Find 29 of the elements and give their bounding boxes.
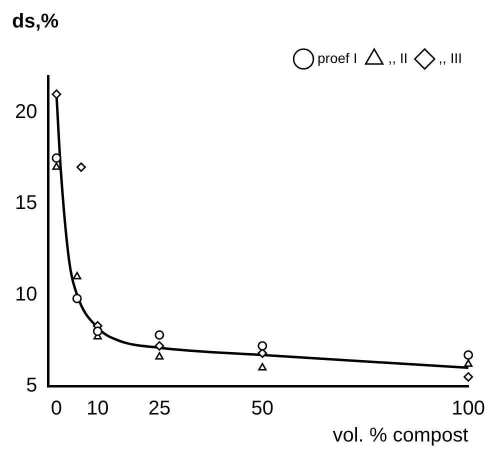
- legend-label: proef I: [318, 50, 358, 66]
- legend-label: ,, II: [388, 50, 408, 66]
- y-tick-label: 20: [14, 100, 38, 123]
- y-tick-label: 5: [26, 374, 38, 397]
- point: [92, 326, 102, 336]
- point: [52, 153, 62, 163]
- point: [258, 363, 267, 371]
- point: [464, 350, 474, 360]
- point: [76, 162, 86, 172]
- point: [52, 162, 61, 170]
- legend-label: ,, III: [438, 50, 462, 66]
- x-tick-label: 100: [452, 398, 486, 420]
- point: [258, 341, 268, 351]
- y-tick-label: 15: [14, 192, 38, 214]
- point: [155, 352, 164, 360]
- point: [464, 359, 473, 367]
- point: [464, 372, 474, 382]
- point: [72, 294, 82, 304]
- point: [52, 89, 62, 99]
- y-tick-label: 10: [14, 283, 38, 306]
- y-axis-title: ds,%: [12, 10, 59, 33]
- x-axis-title: vol. % compost: [332, 424, 469, 447]
- point: [154, 341, 164, 351]
- x-tick-label: 50: [251, 398, 274, 420]
- x-tick-label: 10: [86, 398, 109, 420]
- x-tick-label: 0: [50, 398, 62, 420]
- point: [72, 272, 82, 280]
- point: [154, 330, 164, 340]
- x-tick-label: 25: [148, 398, 171, 420]
